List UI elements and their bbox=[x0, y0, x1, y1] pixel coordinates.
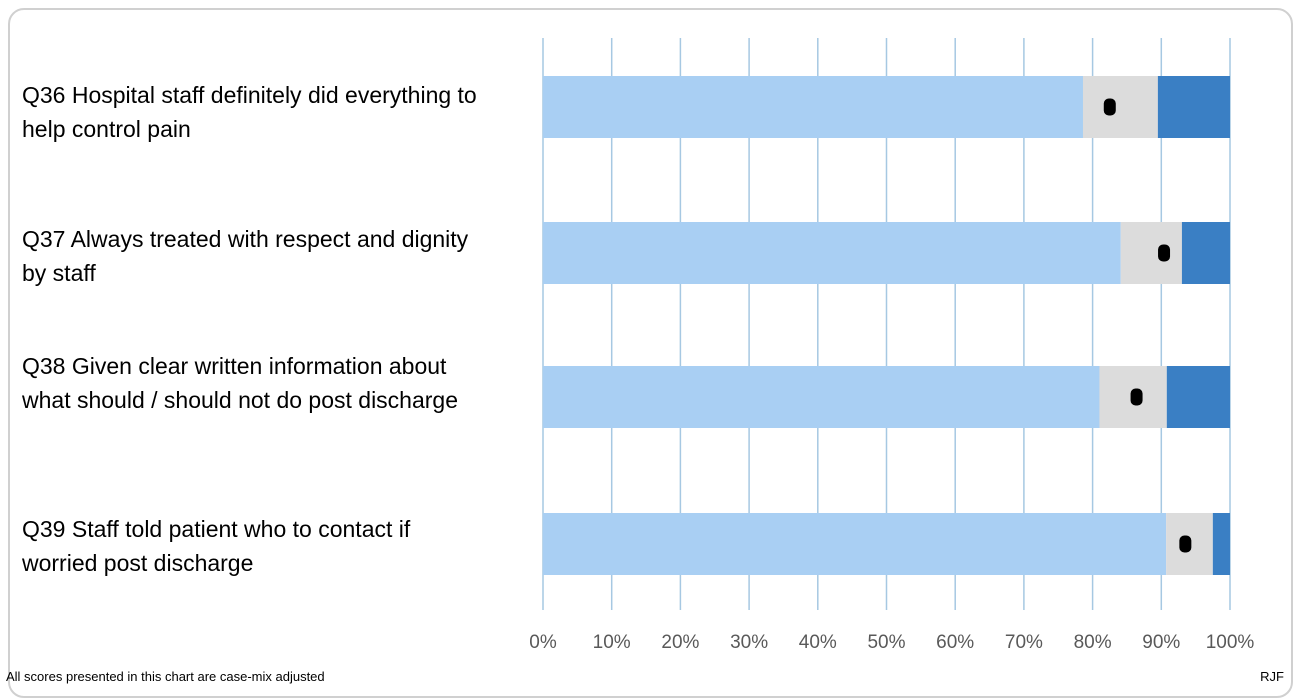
score-marker bbox=[1104, 99, 1116, 116]
trust-code: RJF bbox=[1260, 669, 1284, 684]
x-tick-label: 70% bbox=[1005, 632, 1043, 653]
x-tick-label: 80% bbox=[1074, 632, 1112, 653]
bar-segment bbox=[543, 222, 1121, 284]
bar-segment bbox=[1121, 222, 1182, 284]
x-tick-label: 50% bbox=[867, 632, 905, 653]
x-tick-label: 40% bbox=[799, 632, 837, 653]
score-marker bbox=[1179, 536, 1191, 553]
x-tick-label: 90% bbox=[1142, 632, 1180, 653]
x-tick-label: 30% bbox=[730, 632, 768, 653]
bar-segment bbox=[1182, 222, 1230, 284]
footnote-case-mix: All scores presented in this chart are c… bbox=[6, 669, 325, 684]
bar-segment bbox=[543, 366, 1099, 428]
bar-segment bbox=[1158, 76, 1230, 138]
bar-segment bbox=[1167, 366, 1230, 428]
x-tick-label: 20% bbox=[661, 632, 699, 653]
bar-segment bbox=[1213, 513, 1230, 575]
score-marker bbox=[1131, 389, 1143, 406]
score-marker bbox=[1158, 245, 1170, 262]
x-tick-label: 100% bbox=[1206, 632, 1255, 653]
bar-segment bbox=[543, 513, 1166, 575]
bar-segment bbox=[1083, 76, 1158, 138]
x-tick-label: 60% bbox=[936, 632, 974, 653]
x-tick-label: 10% bbox=[593, 632, 631, 653]
bar-segment bbox=[543, 76, 1083, 138]
x-tick-label: 0% bbox=[529, 632, 557, 653]
